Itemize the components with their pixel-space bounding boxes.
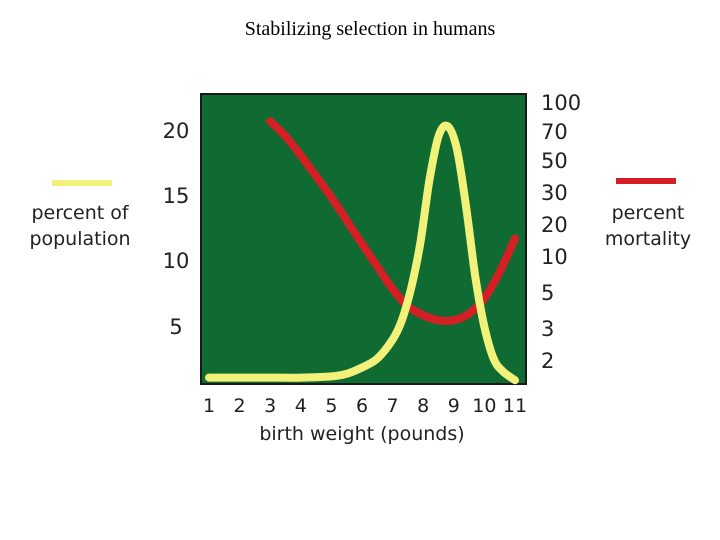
right-tick: 70 <box>541 120 568 144</box>
mortality-legend-label: percent mortality <box>596 200 700 252</box>
x-axis-label: birth weight (pounds) <box>259 423 464 445</box>
x-tick: 6 <box>356 395 368 417</box>
left-tick: 20 <box>163 119 190 143</box>
mortality-label-line1: percent <box>611 202 685 224</box>
x-ticks: 1 2 3 4 5 6 7 8 9 10 11 <box>203 395 527 417</box>
right-tick: 20 <box>541 213 568 237</box>
population-legend-label: percent of population <box>18 200 142 252</box>
x-tick: 7 <box>387 395 399 417</box>
left-tick: 10 <box>163 249 190 273</box>
right-ticks: 100 70 50 30 20 10 5 3 2 <box>541 91 581 373</box>
left-tick: 5 <box>169 315 182 339</box>
right-tick: 100 <box>541 91 581 115</box>
x-tick: 2 <box>234 395 246 417</box>
right-tick: 30 <box>541 181 568 205</box>
mortality-legend-swatch <box>616 178 676 184</box>
x-tick: 8 <box>417 395 429 417</box>
right-tick: 2 <box>541 349 554 373</box>
right-tick: 10 <box>541 245 568 269</box>
left-tick: 15 <box>163 184 190 208</box>
x-tick: 5 <box>325 395 337 417</box>
chart-title: Stabilizing selection in humans <box>244 18 496 40</box>
x-tick: 3 <box>264 395 276 417</box>
population-label-line1: percent of <box>31 202 129 224</box>
x-tick: 9 <box>448 395 460 417</box>
population-series-line <box>205 121 519 385</box>
population-label-line2: population <box>29 228 131 250</box>
right-tick: 3 <box>541 317 554 341</box>
population-legend-swatch <box>52 180 112 186</box>
right-tick: 50 <box>541 149 568 173</box>
right-tick: 5 <box>541 281 554 305</box>
left-ticks: 20 15 10 5 <box>163 119 190 339</box>
x-tick: 4 <box>295 395 307 417</box>
x-tick: 10 <box>472 395 496 417</box>
x-tick: 11 <box>503 395 527 417</box>
mortality-series-line <box>266 117 519 325</box>
mortality-label-line2: mortality <box>604 228 692 250</box>
series-layer <box>205 117 519 385</box>
x-tick: 1 <box>203 395 215 417</box>
